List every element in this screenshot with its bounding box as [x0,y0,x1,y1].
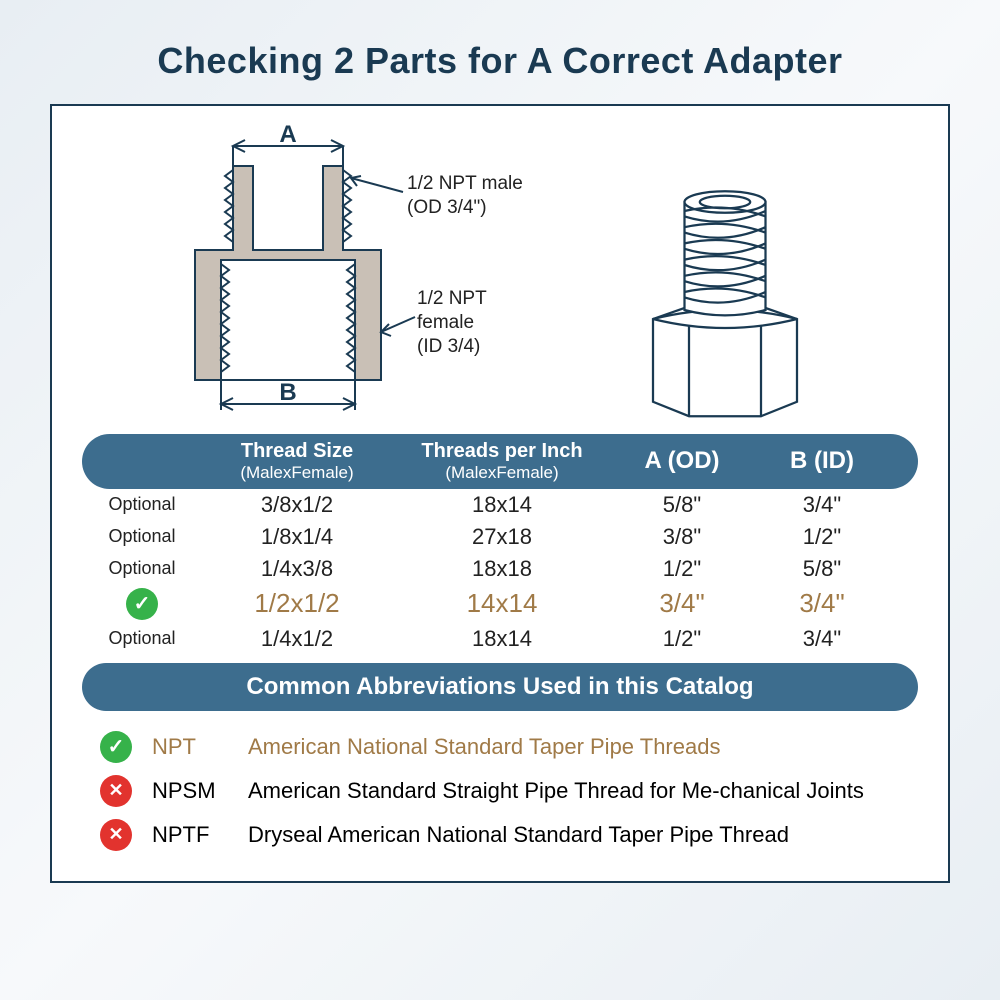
svg-text:B: B [279,379,296,406]
cell-a: 3/4" [612,588,752,619]
cell-tpi: 18x14 [392,626,612,652]
check-icon: ✓ [126,588,158,620]
abbr-row: ✕ NPTFDryseal American National Standard … [82,813,918,857]
cell-a: 3/8" [612,524,752,550]
svg-text:A: A [279,122,296,148]
x-icon: ✕ [100,819,132,851]
optional-label: Optional [108,526,175,547]
cell-tpi: 14x14 [392,588,612,619]
cell-thread_size: 1/4x1/2 [202,626,392,652]
female-thread-label: 1/2 NPT female (ID 3/4) [417,287,487,358]
cell-thread_size: 1/2x1/2 [202,588,392,619]
table-row: ✓1/2x1/214x143/4"3/4" [82,585,918,623]
cell-a: 1/2" [612,556,752,582]
abbr-row: ✓ NPTAmerican National Standard Taper Pip… [82,725,918,769]
table-row: Optional 1/8x1/427x183/8"1/2" [82,521,918,553]
cell-tpi: 18x14 [392,492,612,518]
x-icon: ✕ [100,775,132,807]
table-row: Optional 1/4x3/818x181/2"5/8" [82,553,918,585]
diagram-3d [625,122,825,422]
abbr-row: ✕ NPSMAmerican Standard Straight Pipe Thr… [82,769,918,813]
abbr-code: NPSM [152,778,242,804]
cell-tpi: 27x18 [392,524,612,550]
abbr-code: NPTF [152,822,242,848]
main-panel: A [50,104,950,883]
cell-b: 1/2" [752,524,892,550]
abbr-header: Common Abbreviations Used in this Catalo… [82,663,918,711]
abbr-desc: American Standard Straight Pipe Thread f… [248,778,918,804]
table-row: Optional 1/4x1/218x141/2"3/4" [82,623,918,655]
diagram-cross-section: A [175,122,535,422]
diagram-row: A [82,122,918,422]
cell-thread_size: 1/4x3/8 [202,556,392,582]
cell-b: 3/4" [752,626,892,652]
page-title: Checking 2 Parts for A Correct Adapter [50,40,950,82]
cell-a: 5/8" [612,492,752,518]
optional-label: Optional [108,494,175,515]
cell-b: 3/4" [752,588,892,619]
cell-b: 5/8" [752,556,892,582]
check-icon: ✓ [100,731,132,763]
male-thread-label: 1/2 NPT male (OD 3/4") [407,172,523,220]
cell-thread_size: 3/8x1/2 [202,492,392,518]
optional-label: Optional [108,558,175,579]
table-row: Optional 3/8x1/218x145/8"3/4" [82,489,918,521]
size-table: Thread Size (MalexFemale) Threads per In… [82,434,918,655]
optional-label: Optional [108,628,175,649]
cell-thread_size: 1/8x1/4 [202,524,392,550]
cell-tpi: 18x18 [392,556,612,582]
cell-b: 3/4" [752,492,892,518]
abbr-desc: American National Standard Taper Pipe Th… [248,734,918,760]
table-header: Thread Size (MalexFemale) Threads per In… [82,434,918,489]
abbr-desc: Dryseal American National Standard Taper… [248,822,918,848]
abbr-code: NPT [152,734,242,760]
cell-a: 1/2" [612,626,752,652]
